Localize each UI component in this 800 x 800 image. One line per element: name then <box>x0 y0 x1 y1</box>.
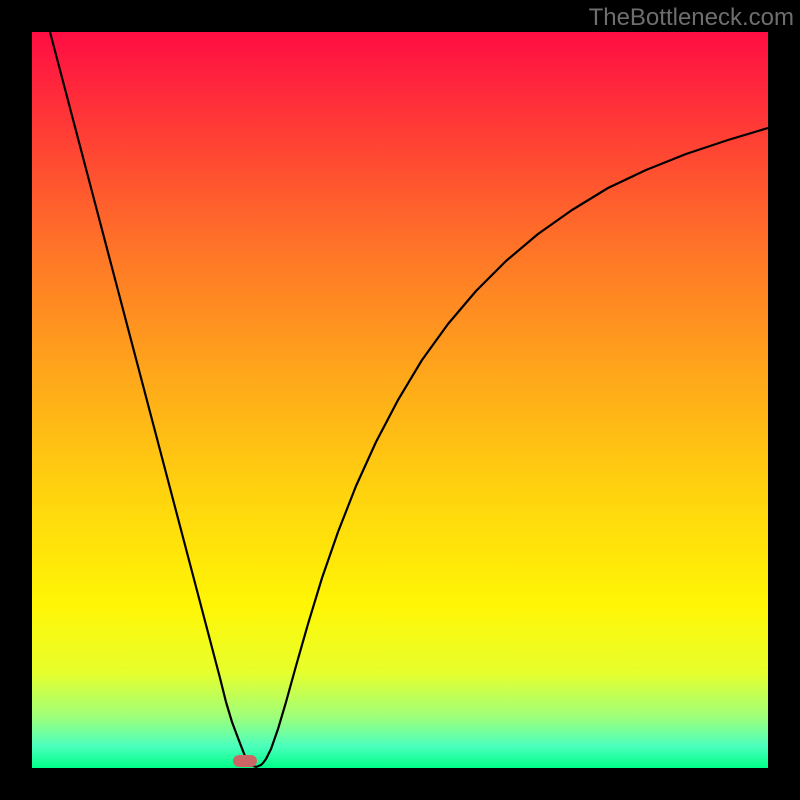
optimal-marker <box>233 755 257 767</box>
bottleneck-chart <box>0 0 800 800</box>
plot-background <box>32 32 768 768</box>
chart-container: TheBottleneck.com <box>0 0 800 800</box>
watermark-text: TheBottleneck.com <box>589 4 794 32</box>
